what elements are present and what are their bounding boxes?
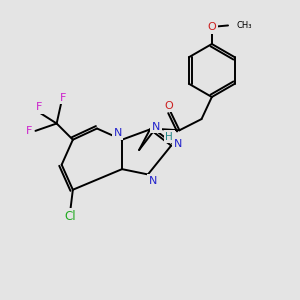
Text: N: N xyxy=(149,176,158,186)
Text: N: N xyxy=(152,122,160,132)
Text: H: H xyxy=(165,132,173,142)
Text: F: F xyxy=(60,93,67,103)
Text: N: N xyxy=(173,139,182,149)
Text: N: N xyxy=(113,128,122,138)
Text: O: O xyxy=(208,22,216,32)
Text: O: O xyxy=(164,100,172,110)
Text: F: F xyxy=(26,126,32,136)
Text: F: F xyxy=(36,102,42,112)
Text: CH₃: CH₃ xyxy=(236,21,252,30)
Text: Cl: Cl xyxy=(65,210,76,223)
